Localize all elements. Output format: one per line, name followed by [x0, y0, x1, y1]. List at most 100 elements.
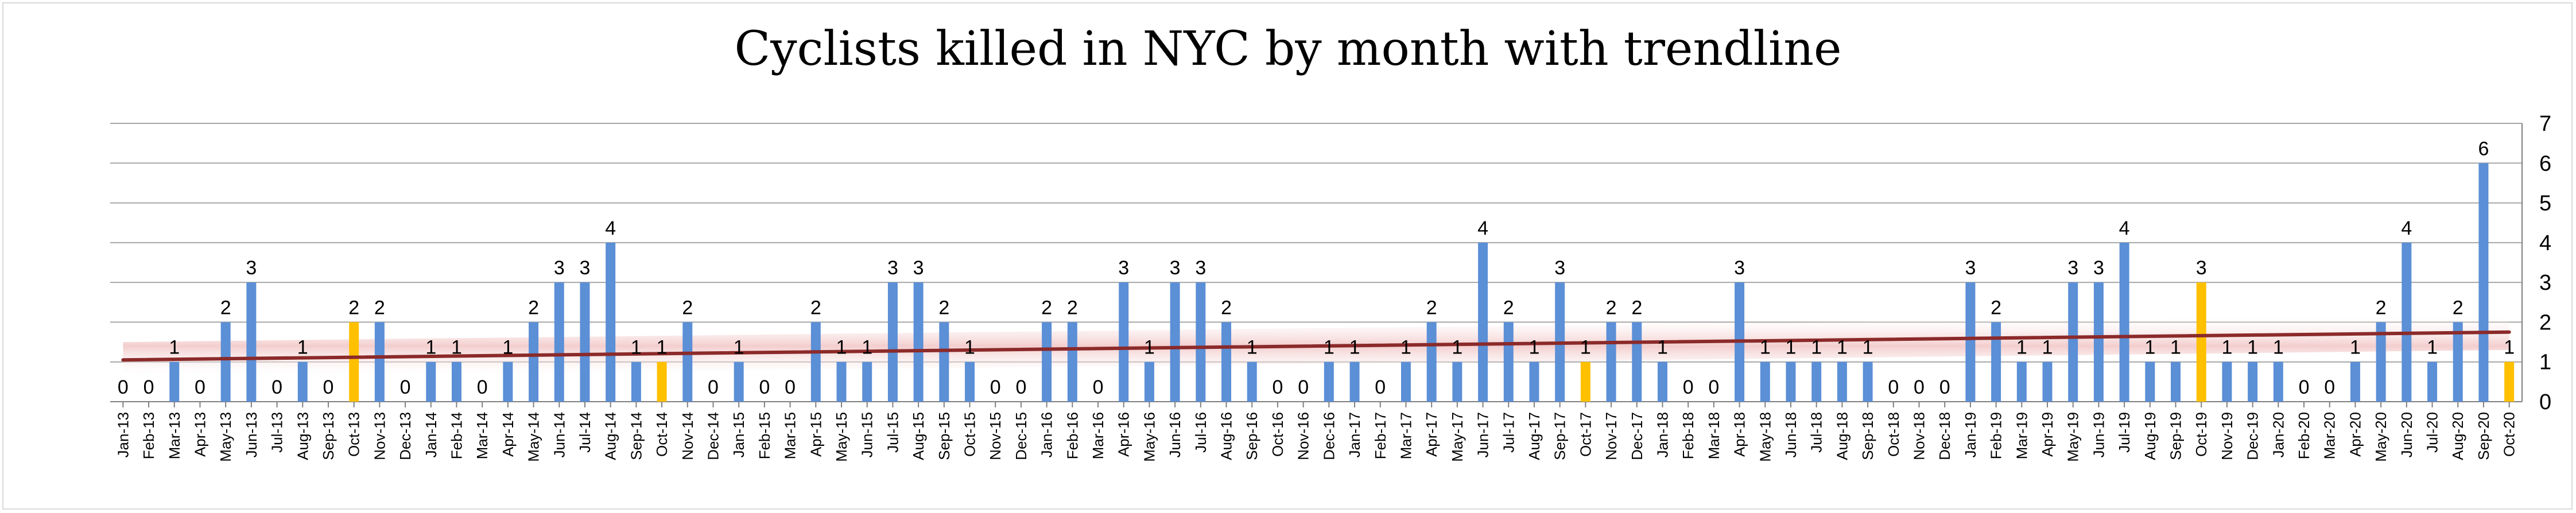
- bar-jul-15: [887, 282, 898, 402]
- x-tick-label: May-17: [1449, 412, 1466, 462]
- data-label-nov-18: 0: [1914, 376, 1925, 398]
- x-tick-label: Feb-20: [2295, 412, 2313, 459]
- data-label-aug-14: 4: [605, 217, 616, 239]
- x-tick-label: Nov-18: [1911, 412, 1928, 460]
- x-tick-label: Jul-15: [884, 412, 901, 453]
- y-tick-label: 3: [2539, 271, 2551, 295]
- bar-nov-14: [682, 322, 693, 402]
- x-tick-label: Aug-13: [294, 412, 311, 460]
- bar-oct-19: [2196, 282, 2206, 402]
- data-label-aug-18: 1: [1837, 337, 1848, 359]
- data-label-dec-18: 0: [1939, 376, 1950, 398]
- x-tick-label: Oct-18: [1885, 412, 1902, 457]
- x-tick-label: Sep-15: [936, 412, 953, 460]
- bar-apr-14: [503, 362, 513, 402]
- x-tick-label: Apr-20: [2346, 412, 2364, 457]
- x-tick-label: Nov-14: [679, 412, 696, 460]
- bar-oct-20: [2504, 362, 2515, 402]
- data-label-aug-20: 2: [2453, 297, 2464, 318]
- data-label-aug-15: 3: [913, 257, 924, 279]
- data-label-jul-14: 3: [580, 257, 591, 279]
- bar-apr-19: [2042, 362, 2053, 402]
- x-tick-label: Jan-13: [114, 412, 131, 458]
- x-tick-label: Apr-19: [2039, 412, 2056, 457]
- x-tick-label: Sep-19: [2167, 412, 2185, 460]
- bar-may-13: [220, 322, 231, 402]
- x-tick-label: Oct-15: [961, 412, 979, 457]
- y-tick-label: 4: [2539, 231, 2551, 255]
- data-label-jun-15: 1: [862, 337, 872, 359]
- data-label-oct-13: 2: [348, 297, 359, 318]
- data-label-sep-14: 1: [631, 337, 642, 359]
- data-label-aug-16: 2: [1221, 297, 1232, 318]
- x-tick-label: Feb-18: [1679, 412, 1697, 459]
- bar-aug-17: [1529, 362, 1539, 402]
- bar-jul-17: [1503, 322, 1514, 402]
- bar-jul-16: [1196, 282, 1206, 402]
- bar-dec-17: [1632, 322, 1642, 402]
- data-label-dec-15: 0: [1015, 376, 1026, 398]
- bar-mar-13: [169, 362, 180, 402]
- x-tick-label: Apr-15: [807, 412, 824, 457]
- x-tick-label: Dec-14: [705, 412, 722, 460]
- bar-jan-18: [1657, 362, 1667, 402]
- trendline: [121, 330, 2511, 362]
- x-tick-label: Dec-18: [1936, 412, 1953, 460]
- chart-title: Cyclists killed in NYC by month with tre…: [734, 22, 1842, 76]
- x-tick-label: Feb-13: [140, 412, 157, 459]
- x-tick-label: Oct-14: [653, 412, 670, 457]
- x-tick-label: Oct-20: [2501, 412, 2518, 457]
- data-label-may-15: 1: [836, 337, 847, 359]
- x-tick-label: Jul-17: [1500, 412, 1517, 453]
- x-tick-label: Feb-14: [448, 412, 465, 459]
- data-label-mar-18: 0: [1708, 376, 1719, 398]
- y-tick-label: 0: [2539, 390, 2551, 414]
- data-label-jun-20: 4: [2401, 217, 2412, 239]
- bar-jun-19: [2093, 282, 2104, 402]
- bar-apr-17: [1426, 322, 1437, 402]
- bar-apr-20: [2350, 362, 2360, 402]
- data-label-feb-14: 1: [451, 337, 462, 359]
- x-tick-label: Sep-17: [1551, 412, 1569, 460]
- x-tick-label: Jun-15: [859, 412, 876, 458]
- trendline-layer: [121, 330, 2511, 362]
- data-label-sep-18: 1: [1863, 337, 1873, 359]
- data-label-feb-15: 0: [759, 376, 770, 398]
- data-label-may-19: 3: [2067, 257, 2078, 279]
- data-label-sep-17: 3: [1554, 257, 1565, 279]
- x-tick-label: Oct-17: [1577, 412, 1594, 457]
- bar-oct-17: [1580, 362, 1590, 402]
- bar-feb-19: [1991, 322, 2001, 402]
- x-tick-label: Nov-17: [1603, 412, 1620, 460]
- bar-jan-14: [426, 362, 436, 402]
- data-label-jul-16: 3: [1195, 257, 1206, 279]
- bar-may-16: [1144, 362, 1154, 402]
- x-tick-label: Sep-16: [1243, 412, 1260, 460]
- x-tick-label: Nov-13: [371, 412, 388, 460]
- data-label-jul-18: 1: [1811, 337, 1822, 359]
- x-tick-label: Mar-15: [782, 412, 799, 459]
- x-tick-label: Apr-13: [191, 412, 208, 457]
- x-tick-label: Oct-16: [1269, 412, 1286, 457]
- x-tick-label: Aug-14: [602, 412, 619, 460]
- bar-may-20: [2376, 322, 2386, 402]
- x-tick-label: Jan-17: [1346, 412, 1363, 458]
- data-label-mar-19: 1: [2016, 337, 2027, 359]
- x-tick-label: May-20: [2372, 412, 2389, 462]
- data-label-nov-14: 2: [682, 297, 693, 318]
- bar-feb-14: [451, 362, 461, 402]
- x-tick-label: Jan-19: [1962, 412, 1979, 458]
- x-tick-label: Aug-17: [1526, 412, 1543, 460]
- bar-nov-17: [1606, 322, 1616, 402]
- data-label-may-13: 2: [220, 297, 231, 318]
- bar-sep-20: [2478, 163, 2489, 402]
- data-label-mar-13: 1: [169, 337, 180, 359]
- x-tick-label: Oct-13: [346, 412, 363, 457]
- data-label-sep-13: 0: [323, 376, 334, 398]
- data-label-apr-14: 1: [502, 337, 513, 359]
- x-tick-label: Jul-16: [1192, 412, 1209, 453]
- bar-nov-13: [374, 322, 385, 402]
- x-tick-label: Nov-15: [987, 412, 1004, 460]
